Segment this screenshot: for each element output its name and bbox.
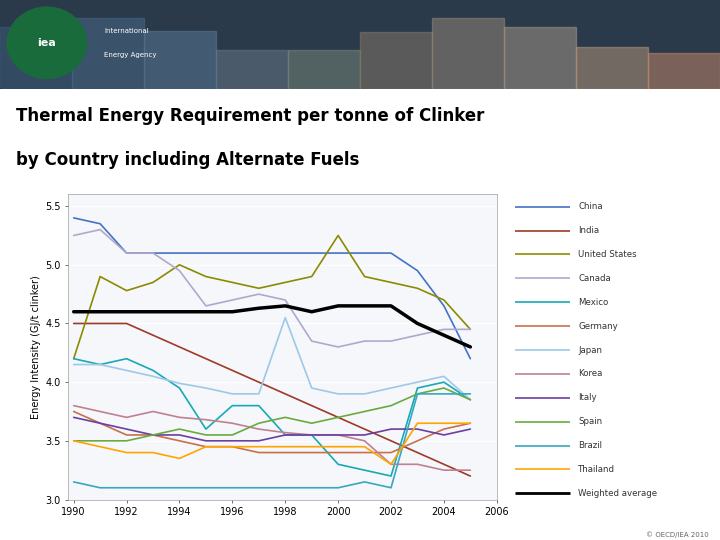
Bar <box>216 50 288 89</box>
Text: Energy Agency: Energy Agency <box>104 52 157 58</box>
Bar <box>432 18 504 89</box>
Text: by Country including Alternate Fuels: by Country including Alternate Fuels <box>16 151 359 169</box>
Bar <box>576 47 648 89</box>
Text: Thermal Energy Requirement per tonne of Clinker: Thermal Energy Requirement per tonne of … <box>16 107 485 125</box>
Text: Thailand: Thailand <box>578 465 615 474</box>
Bar <box>648 52 720 89</box>
Text: Brazil: Brazil <box>578 441 602 450</box>
Bar <box>504 26 576 89</box>
Bar <box>0 27 72 89</box>
Text: India: India <box>578 226 599 235</box>
Text: Korea: Korea <box>578 369 603 379</box>
Y-axis label: Energy Intensity (GJ/t clinker): Energy Intensity (GJ/t clinker) <box>31 275 41 419</box>
Text: International: International <box>104 28 149 34</box>
Text: Mexico: Mexico <box>578 298 608 307</box>
Text: Japan: Japan <box>578 346 602 354</box>
Bar <box>144 31 216 89</box>
Text: iea: iea <box>37 38 56 48</box>
Text: Canada: Canada <box>578 274 611 283</box>
Text: United States: United States <box>578 250 636 259</box>
Bar <box>360 32 432 89</box>
Text: Italy: Italy <box>578 393 597 402</box>
Bar <box>72 18 144 89</box>
Text: © OECD/IEA 2010: © OECD/IEA 2010 <box>647 532 709 538</box>
Text: Weighted average: Weighted average <box>578 489 657 498</box>
Text: Spain: Spain <box>578 417 603 426</box>
Text: Germany: Germany <box>578 322 618 330</box>
Text: China: China <box>578 202 603 211</box>
Bar <box>288 50 360 89</box>
Ellipse shape <box>7 7 86 78</box>
